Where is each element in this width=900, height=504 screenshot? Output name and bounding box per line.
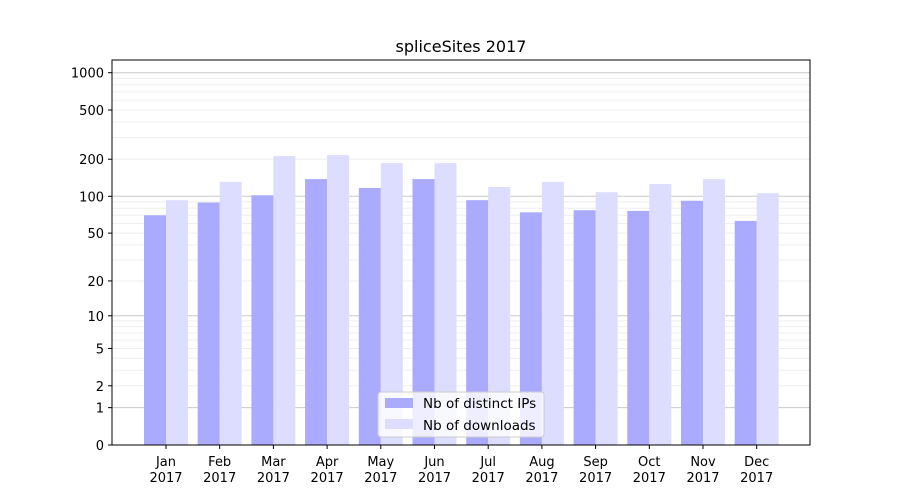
bar-downloads <box>595 192 618 445</box>
chart-title: spliceSites 2017 <box>396 37 527 56</box>
y-tick-label: 2 <box>96 380 104 395</box>
bars <box>144 155 779 446</box>
x-tick-label-month: Feb <box>208 455 231 470</box>
bar-distinct-ips <box>681 200 703 445</box>
y-axis: 0 1 2 5 10 20 50 100 200 500 1000 <box>71 67 112 454</box>
y-tick-label: 1000 <box>71 67 104 82</box>
bar-downloads <box>541 181 564 445</box>
x-tick-label-month: Apr <box>316 455 339 470</box>
bar-distinct-ips <box>627 210 650 445</box>
bar-downloads <box>166 200 188 445</box>
x-tick-label-month: Sep <box>583 455 608 470</box>
x-tick-label-year: 2017 <box>525 471 558 486</box>
y-tick-label: 1 <box>96 402 104 417</box>
x-tick-label-month: Aug <box>529 455 554 470</box>
bar-downloads <box>327 155 350 445</box>
x-tick-label-month: Oct <box>638 455 660 470</box>
x-tick-label-month: Dec <box>744 455 769 470</box>
x-axis: Jan2017Feb2017Mar2017Apr2017May2017Jun20… <box>149 445 773 486</box>
x-tick-label-month: Jul <box>479 455 496 470</box>
bar-downloads <box>219 181 242 445</box>
bar-downloads <box>649 183 672 446</box>
y-tick-label: 200 <box>79 153 104 168</box>
plot-frame <box>111 59 811 446</box>
bar-downloads <box>756 193 779 445</box>
bar-distinct-ips <box>734 220 757 445</box>
bar-downloads <box>380 163 403 445</box>
x-tick-label-year: 2017 <box>257 471 290 486</box>
x-tick-label-month: Mar <box>261 455 286 470</box>
x-tick-label-year: 2017 <box>418 471 451 486</box>
y-tick-label: 10 <box>87 310 104 325</box>
bar-distinct-ips <box>197 202 220 445</box>
x-tick-label-year: 2017 <box>579 471 612 486</box>
x-tick-label-year: 2017 <box>472 471 505 486</box>
x-tick-label-month: Nov <box>690 455 716 470</box>
x-tick-label-year: 2017 <box>686 471 719 486</box>
bar-downloads <box>434 163 457 445</box>
bar-distinct-ips <box>305 179 328 445</box>
bar-downloads <box>488 187 511 445</box>
legend-swatch-ips <box>385 398 413 408</box>
y-tick-label: 0 <box>96 439 104 454</box>
x-tick-label-year: 2017 <box>740 471 773 486</box>
legend-box <box>377 391 545 438</box>
legend: Nb of distinct IPs Nb of downloads <box>377 391 545 438</box>
bar-distinct-ips <box>519 212 542 445</box>
x-tick-label-year: 2017 <box>311 471 344 486</box>
bar-downloads <box>703 179 725 445</box>
y-tick-label: 50 <box>87 227 104 242</box>
x-tick-label-month: Jan <box>155 455 176 470</box>
y-tick-label: 100 <box>79 190 104 205</box>
bar-distinct-ips <box>144 215 166 445</box>
x-tick-label-year: 2017 <box>203 471 236 486</box>
x-tick-label-year: 2017 <box>149 471 182 486</box>
y-tick-label: 500 <box>79 104 104 119</box>
x-tick-label-year: 2017 <box>364 471 397 486</box>
bar-downloads <box>273 156 296 445</box>
bar-distinct-ips <box>573 210 596 445</box>
y-tick-label: 5 <box>96 342 104 357</box>
legend-swatch-downloads <box>385 419 413 429</box>
bar-distinct-ips <box>358 187 381 445</box>
x-tick-label-month: May <box>367 455 394 470</box>
bar-distinct-ips <box>251 195 274 445</box>
x-tick-label-month: Jun <box>423 455 444 470</box>
legend-label-ips: Nb of distinct IPs <box>423 396 536 412</box>
y-tick-label: 20 <box>87 275 104 290</box>
bar-distinct-ips <box>466 200 489 445</box>
x-tick-label-year: 2017 <box>633 471 666 486</box>
bar-distinct-ips <box>412 179 435 445</box>
legend-label-downloads: Nb of downloads <box>423 418 536 434</box>
